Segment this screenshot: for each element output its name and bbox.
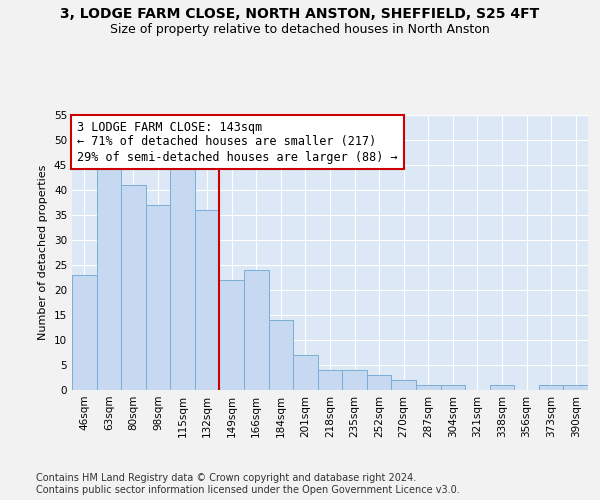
Bar <box>121 185 146 390</box>
Bar <box>391 380 416 390</box>
Bar <box>490 385 514 390</box>
Bar <box>146 205 170 390</box>
Bar <box>195 210 220 390</box>
Bar <box>269 320 293 390</box>
Bar <box>318 370 342 390</box>
Y-axis label: Number of detached properties: Number of detached properties <box>38 165 49 340</box>
Text: 3 LODGE FARM CLOSE: 143sqm
← 71% of detached houses are smaller (217)
29% of sem: 3 LODGE FARM CLOSE: 143sqm ← 71% of deta… <box>77 120 398 164</box>
Text: Size of property relative to detached houses in North Anston: Size of property relative to detached ho… <box>110 22 490 36</box>
Bar <box>563 385 588 390</box>
Bar <box>416 385 440 390</box>
Bar <box>97 165 121 390</box>
Bar <box>539 385 563 390</box>
Text: Contains HM Land Registry data © Crown copyright and database right 2024.
Contai: Contains HM Land Registry data © Crown c… <box>36 474 460 495</box>
Bar <box>72 275 97 390</box>
Bar <box>293 355 318 390</box>
Bar <box>367 375 391 390</box>
Bar <box>170 165 195 390</box>
Text: 3, LODGE FARM CLOSE, NORTH ANSTON, SHEFFIELD, S25 4FT: 3, LODGE FARM CLOSE, NORTH ANSTON, SHEFF… <box>61 8 539 22</box>
Bar <box>342 370 367 390</box>
Bar <box>440 385 465 390</box>
Bar <box>220 280 244 390</box>
Bar <box>244 270 269 390</box>
